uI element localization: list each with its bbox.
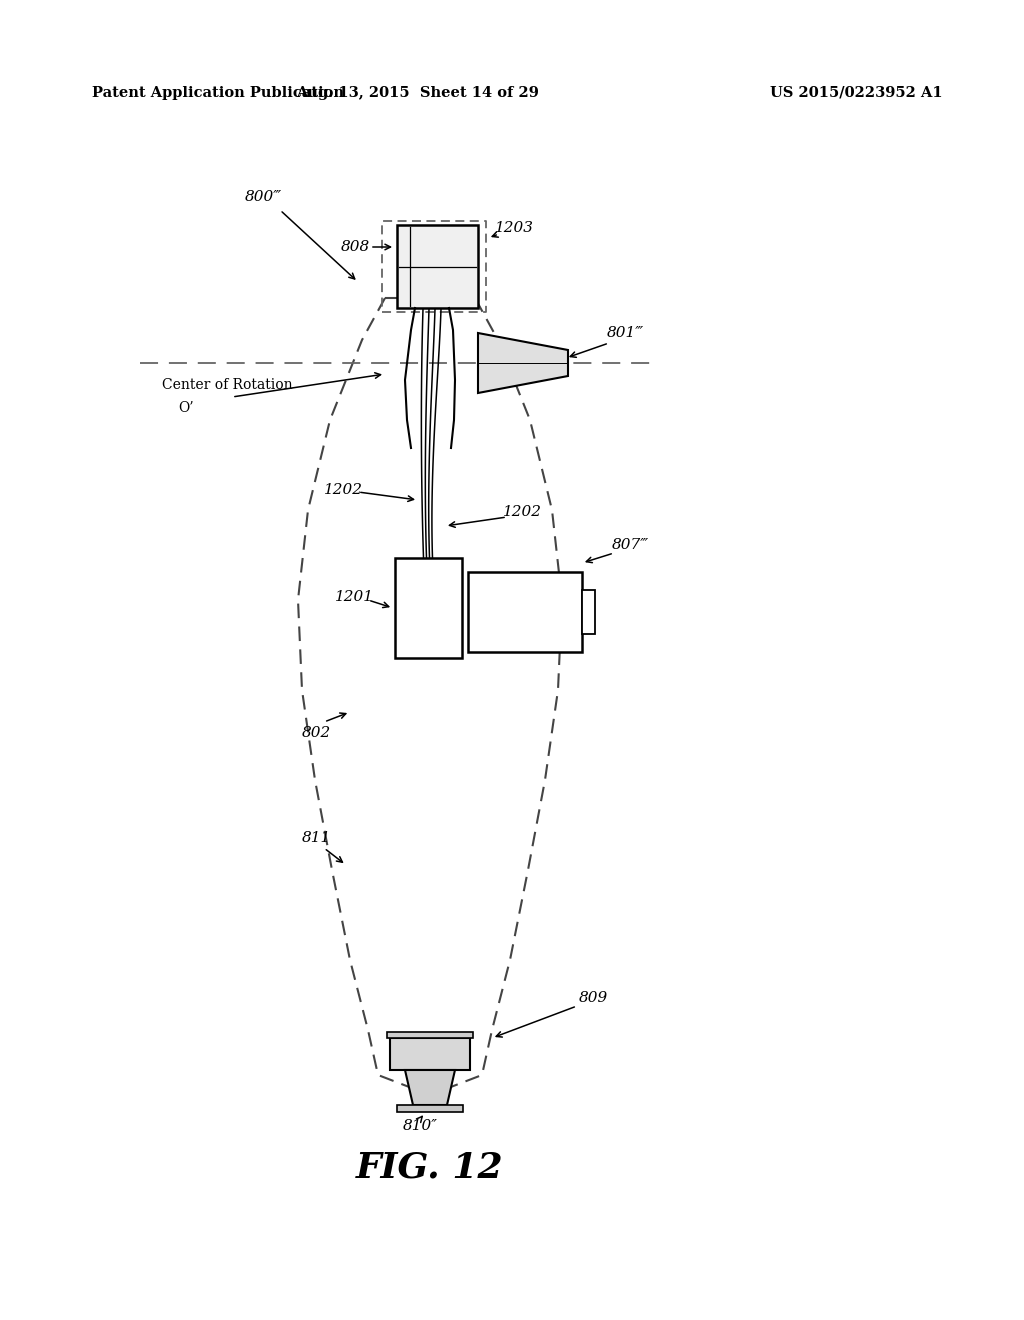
Bar (390, 1038, 470, 1071)
Bar (395, 558, 462, 657)
Text: 807‴: 807‴ (611, 539, 648, 552)
Text: 1203: 1203 (495, 220, 534, 235)
Text: 802: 802 (301, 726, 331, 741)
Text: 800‴: 800‴ (245, 190, 282, 205)
Text: Aug. 13, 2015  Sheet 14 of 29: Aug. 13, 2015 Sheet 14 of 29 (297, 86, 540, 100)
Bar (468, 572, 582, 652)
Text: 801‴: 801‴ (606, 326, 643, 341)
Text: US 2015/0223952 A1: US 2015/0223952 A1 (770, 86, 943, 100)
Bar (397, 1105, 463, 1111)
Text: O’: O’ (178, 401, 194, 414)
Polygon shape (478, 333, 568, 393)
Text: 811: 811 (301, 832, 331, 845)
Text: 810″: 810″ (402, 1119, 437, 1133)
Bar (387, 1032, 473, 1038)
Text: Patent Application Publication: Patent Application Publication (92, 86, 344, 100)
Text: Center of Rotation: Center of Rotation (162, 378, 293, 392)
Text: 808: 808 (340, 240, 370, 253)
Text: 809: 809 (579, 991, 607, 1005)
Bar (397, 224, 478, 308)
Text: FIG. 12: FIG. 12 (356, 1151, 504, 1185)
Text: 1202: 1202 (324, 483, 362, 498)
Polygon shape (406, 1071, 455, 1105)
Text: 1202: 1202 (503, 506, 542, 519)
Text: 1201: 1201 (335, 590, 374, 605)
Bar (582, 590, 595, 634)
